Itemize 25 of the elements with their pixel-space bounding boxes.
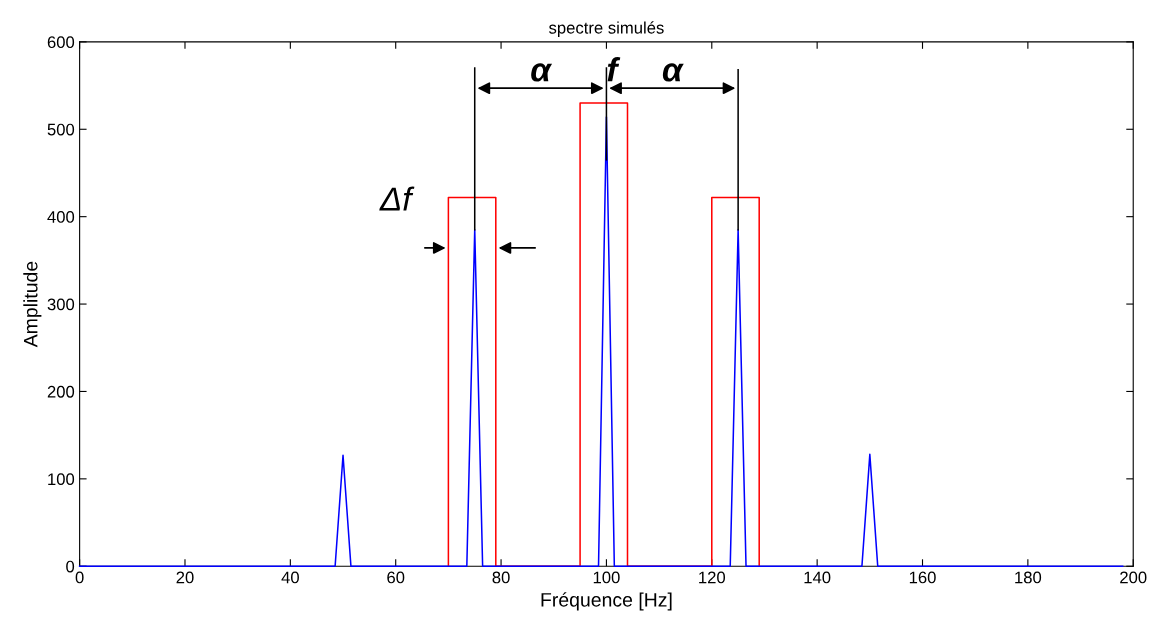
annotation: α	[662, 63, 684, 82]
y-tick-label: 0	[66, 560, 75, 573]
annotation: f	[607, 57, 621, 82]
y-tick-label: 300	[47, 298, 75, 311]
chart-title: spectre simulés	[549, 21, 664, 37]
x-tick-label: 0	[75, 571, 84, 584]
x-tick-label: 80	[492, 571, 510, 584]
x-tick-label: 180	[1015, 571, 1042, 584]
x-tick-label: 20	[176, 571, 194, 584]
y-tick-label: 200	[47, 385, 75, 398]
annotation: α	[531, 63, 553, 82]
y-tick-label: 100	[48, 473, 75, 486]
y-tick-label: 600	[47, 36, 75, 49]
y-axis-title: Amplitude	[23, 261, 42, 348]
x-axis-title: Fréquence [Hz]	[541, 592, 672, 611]
x-tick-label: 140	[804, 571, 831, 584]
x-tick-label: 40	[281, 571, 299, 584]
x-tick-label: 120	[699, 571, 726, 584]
x-tick-label: 160	[909, 571, 936, 584]
x-tick-label: 200	[1120, 571, 1147, 584]
annotation: Δf	[379, 186, 415, 211]
x-tick-label: 100	[593, 571, 620, 584]
y-tick-label: 500	[47, 123, 75, 136]
y-tick-label: 400	[47, 211, 75, 223]
x-tick-label: 60	[387, 571, 405, 584]
